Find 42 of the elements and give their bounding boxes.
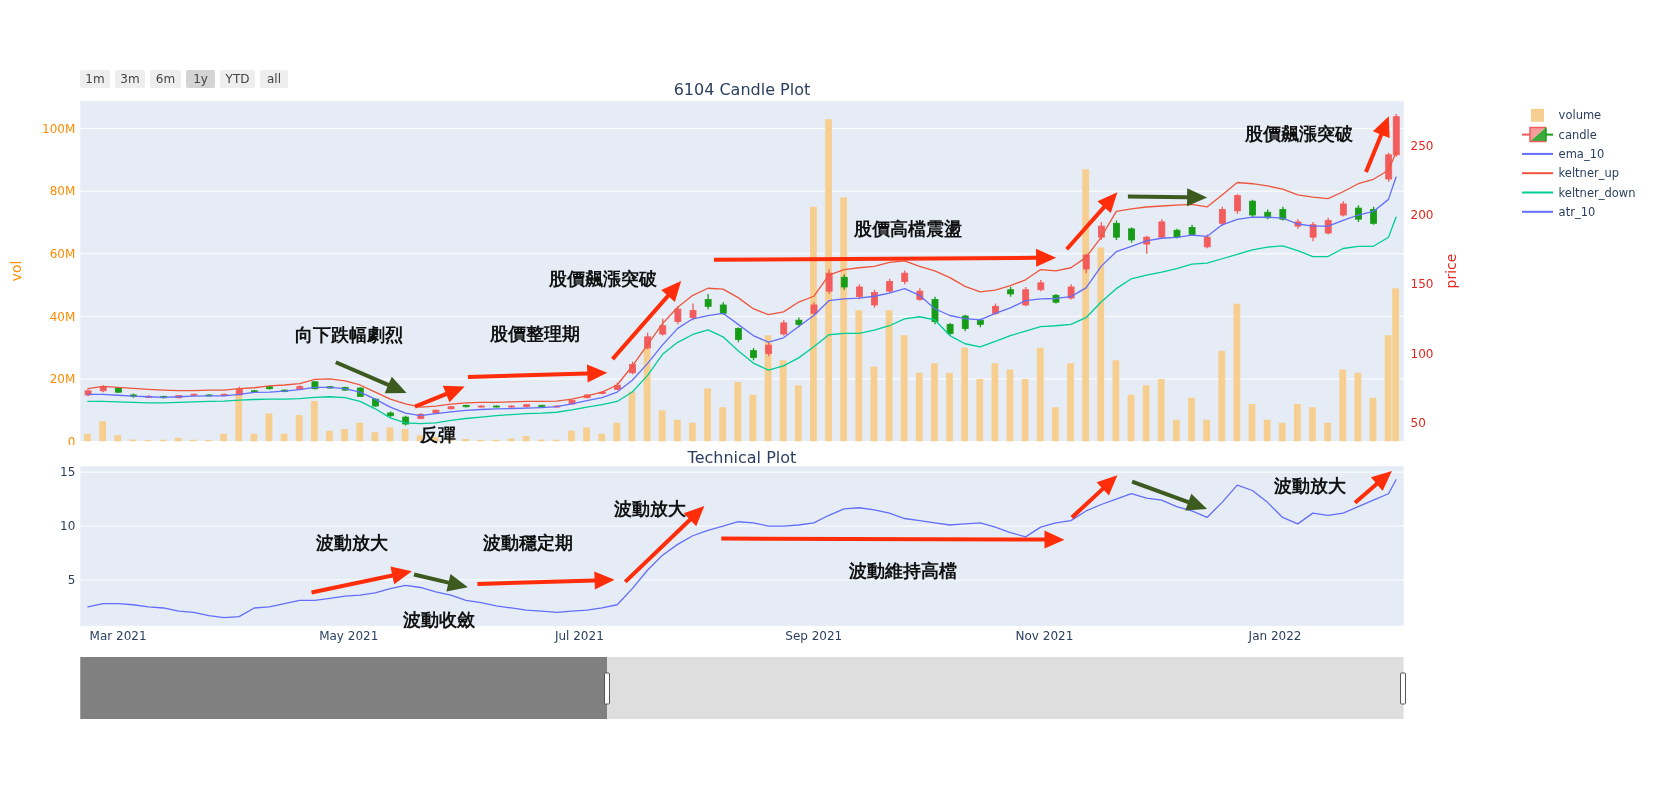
y-tick-label: 80M: [49, 184, 76, 199]
y-tick-label: 40M: [49, 309, 76, 324]
chart-title: Technical Plot: [687, 447, 797, 467]
y2-tick-label: 150: [1410, 277, 1434, 292]
legend-label: volume: [1558, 108, 1602, 123]
x-tick-label: Jul 2021: [553, 628, 604, 643]
y2-axis-title: price: [1443, 253, 1459, 289]
legend-label: ema_10: [1558, 146, 1605, 161]
annotation: 向下跌幅劇烈: [294, 322, 403, 347]
annotation: 波動維持高檔: [849, 559, 957, 584]
legend-label: candle: [1558, 127, 1597, 142]
x-tick-label: Mar 2021: [89, 628, 147, 643]
y2-tick-label: 50: [1410, 415, 1426, 430]
y-axis-title: vol: [8, 260, 24, 282]
x-tick-label: Nov 2021: [1015, 628, 1074, 643]
annotation: 波動穩定期: [483, 530, 573, 555]
y-tick-label: 60M: [49, 247, 76, 262]
legend-label: keltner_up: [1558, 166, 1620, 181]
x-tick-label: Jan 2022: [1247, 628, 1302, 643]
text: atr_10: [1558, 204, 1596, 219]
x-tick-label: May 2021: [319, 628, 379, 643]
y2-tick-label: 250: [1410, 139, 1434, 154]
annotation: 波動放大: [613, 497, 686, 521]
y-tick-label: 20M: [49, 372, 76, 387]
y2-tick-label: 100: [1410, 346, 1434, 361]
x-tick-label: Sep 2021: [785, 628, 843, 643]
legend-label: keltner_down: [1558, 185, 1636, 200]
y-tick-label: 5: [67, 573, 76, 588]
y-tick-label: 100M: [42, 121, 76, 136]
annotation: 反彈: [420, 423, 457, 448]
annotation: 股價飆漲突破: [549, 266, 657, 291]
annotation: 波動放大: [315, 530, 388, 555]
annotation: 股價高檔震盪: [854, 217, 963, 242]
annotation: 波動收斂: [403, 607, 476, 632]
y-tick-label: 0: [67, 434, 76, 449]
chart-title: 6104 Candle Plot: [673, 79, 811, 99]
annotation: 波動放大: [1273, 473, 1346, 498]
y-tick-label: 15: [60, 465, 76, 480]
annotation: 股價飆漲突破: [1245, 122, 1353, 147]
y-tick-label: 10: [60, 519, 76, 534]
y2-tick-label: 200: [1410, 208, 1434, 223]
annotation: 股價整理期: [490, 321, 581, 346]
